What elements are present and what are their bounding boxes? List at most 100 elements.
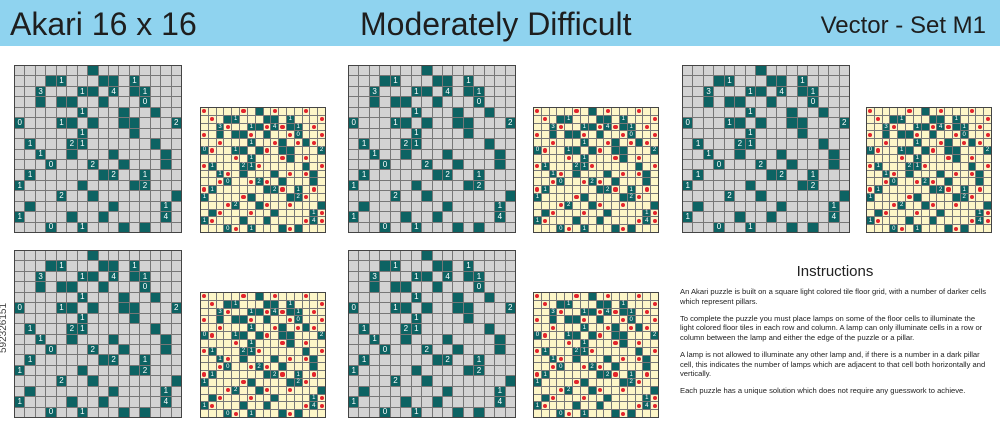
floor-cell	[724, 107, 735, 118]
floor-cell	[411, 118, 422, 128]
floor-cell	[580, 371, 588, 378]
floor-cell	[369, 180, 380, 191]
pillar-cell	[318, 201, 325, 209]
floor-cell	[766, 66, 776, 76]
pillar-cell	[588, 308, 596, 316]
floor-cell	[839, 180, 849, 191]
pillar-cell	[557, 300, 565, 308]
pillar-cell	[463, 86, 474, 97]
floor-cell	[98, 376, 108, 386]
floor-cell	[411, 170, 422, 180]
floor-cell	[380, 86, 390, 97]
floor-cell	[874, 170, 882, 178]
floor-cell	[557, 371, 565, 378]
floor-cell	[263, 378, 271, 386]
floor-cell	[756, 212, 766, 222]
lamp-icon	[217, 210, 223, 215]
lamp-icon	[210, 333, 215, 338]
floor-cell	[208, 115, 216, 123]
pillar-cell	[161, 149, 171, 159]
lamp-icon	[217, 325, 223, 330]
floor-cell	[573, 154, 580, 162]
floor-cell	[635, 186, 643, 193]
floor-cell	[703, 159, 714, 170]
floor-cell	[247, 355, 255, 363]
pillar-cell	[88, 303, 98, 313]
floor-cell	[35, 376, 46, 386]
floor-cell	[208, 123, 216, 131]
floor-cell	[67, 407, 77, 417]
floor-cell	[541, 355, 549, 363]
floor-cell	[549, 139, 557, 147]
floor-cell	[898, 193, 906, 201]
floor-cell	[580, 170, 588, 178]
floor-cell	[580, 147, 588, 154]
floor-cell	[635, 154, 643, 162]
floor-cell	[310, 108, 318, 115]
floor-cell	[310, 378, 318, 386]
floor-cell	[208, 193, 216, 201]
floor-cell	[161, 292, 171, 303]
floor-cell	[612, 316, 619, 324]
pillar-cell	[432, 76, 442, 86]
floor-cell	[604, 217, 612, 225]
floor-cell	[756, 97, 766, 107]
lamp-icon	[969, 109, 974, 114]
floor-cell	[432, 180, 442, 191]
floor-cell	[505, 313, 515, 324]
floor-cell	[67, 365, 77, 376]
pillar-cell: 1	[580, 162, 588, 170]
lamp-icon	[644, 325, 649, 330]
pillar-cell	[98, 282, 108, 292]
floor-cell	[484, 222, 495, 232]
pillar-cell	[56, 282, 67, 292]
pillar-cell	[263, 402, 271, 410]
floor-cell	[286, 324, 294, 332]
pillar-cell	[984, 201, 991, 209]
floor-cell	[635, 371, 643, 378]
pillar-cell: 1	[208, 186, 216, 193]
floor-cell	[161, 191, 171, 201]
pillar-cell	[643, 355, 651, 363]
pillar-cell: 1	[913, 139, 921, 147]
floor-cell	[588, 300, 596, 308]
floor-cell	[56, 355, 67, 365]
floor-cell	[952, 178, 960, 186]
floor-cell	[573, 300, 580, 308]
floor-cell	[619, 371, 627, 378]
pillar-cell: 1	[140, 355, 150, 365]
floor-cell	[98, 271, 108, 282]
floor-cell	[46, 118, 56, 128]
floor-cell	[724, 86, 735, 97]
floor-cell	[150, 97, 161, 107]
floor-cell	[612, 300, 619, 308]
pillar-cell	[129, 180, 140, 191]
floor-cell	[874, 201, 882, 209]
floor-cell	[541, 300, 549, 308]
floor-cell	[984, 131, 991, 139]
floor-cell	[98, 159, 108, 170]
floor-cell	[150, 303, 161, 313]
floor-cell	[627, 339, 635, 347]
floor-cell	[565, 308, 573, 316]
pillar-cell: 2	[56, 376, 67, 386]
pillar-cell	[906, 131, 913, 139]
floor-cell	[318, 131, 325, 139]
lamp-icon	[241, 109, 246, 114]
pillar-cell	[119, 107, 129, 118]
floor-cell	[505, 139, 515, 149]
floor-cell	[232, 308, 240, 316]
floor-cell	[88, 97, 98, 107]
pillar-cell	[565, 131, 573, 139]
floor-cell	[937, 201, 945, 209]
floor-cell	[867, 225, 874, 232]
floor-cell	[474, 201, 484, 212]
floor-cell	[224, 332, 232, 339]
lamp-icon	[543, 333, 548, 338]
pillar-cell	[945, 139, 952, 147]
floor-cell	[484, 170, 495, 180]
floor-cell	[541, 147, 549, 154]
lamp-icon	[319, 164, 324, 169]
pillar-cell: 1	[829, 201, 839, 212]
